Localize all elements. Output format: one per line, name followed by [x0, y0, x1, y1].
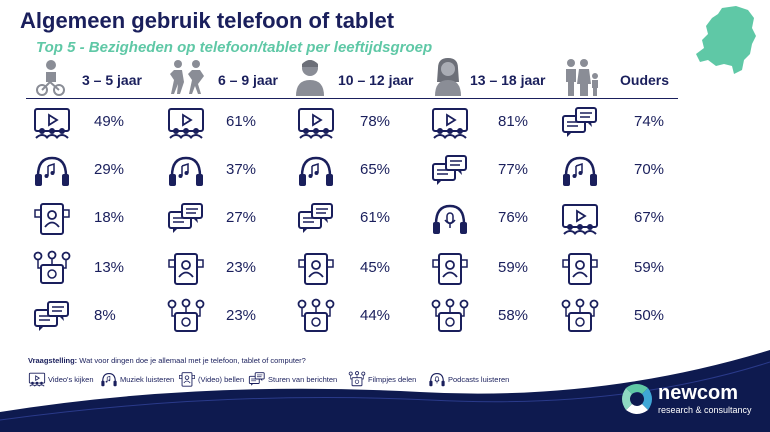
- cell-value: 45%: [360, 259, 391, 276]
- cell-value: 65%: [360, 161, 391, 178]
- headphones-music-icon: [299, 156, 333, 186]
- cell-value: 59%: [634, 259, 665, 276]
- video-call-icon: [432, 253, 468, 285]
- headphones-music-icon: [35, 156, 69, 186]
- video-watching-icon: [168, 108, 204, 139]
- video-watching-icon: [432, 108, 468, 139]
- question-text: Vraagstelling: Wat voor dingen doe je al…: [28, 356, 306, 365]
- children-playing-icon: [170, 60, 204, 94]
- cell-value: 18%: [94, 209, 125, 226]
- chat-messages-icon: [168, 203, 203, 233]
- cell-value: 76%: [498, 209, 529, 226]
- cell-value: 37%: [226, 161, 257, 178]
- share-videos-icon: [167, 298, 205, 332]
- legend-label: Filmpjes delen: [368, 375, 417, 384]
- cell-value: 29%: [94, 161, 125, 178]
- legend-label: Podcasts luisteren: [448, 375, 510, 384]
- share-videos-icon: [561, 298, 599, 332]
- cell-value: 49%: [94, 113, 125, 130]
- cell-value: 13%: [94, 259, 125, 276]
- share-videos-icon: [431, 298, 469, 332]
- cell-value: 27%: [226, 209, 257, 226]
- cell-value: 23%: [226, 259, 257, 276]
- icon-legend: Video's kijken Muziek luisteren (Video) be…: [28, 370, 548, 388]
- video-call-icon: [562, 253, 598, 285]
- chat-messages-icon: [562, 107, 597, 137]
- girl-icon: [435, 58, 461, 96]
- page-title: Algemeen gebruik telefoon of tablet: [20, 8, 395, 33]
- cell-value: 74%: [634, 113, 665, 130]
- newcom-logo-icon: [622, 384, 652, 414]
- column-label-6-9: 6 – 9 jaar: [218, 72, 278, 88]
- video-call-icon: [298, 253, 334, 285]
- cell-value: 58%: [498, 307, 529, 324]
- cell-value: 81%: [498, 113, 529, 130]
- cell-value: 61%: [360, 209, 391, 226]
- share-videos-icon: [348, 371, 366, 387]
- column-label-10-12: 10 – 12 jaar: [338, 72, 414, 88]
- column-label-ouders: Ouders: [620, 72, 670, 88]
- footer-wave: [0, 350, 770, 432]
- cell-value: 61%: [226, 113, 257, 130]
- page-subtitle: Top 5 - Bezigheden op telefoon/tablet pe…: [36, 39, 433, 56]
- chat-messages-icon: [432, 155, 467, 185]
- column-header-row: 3 – 5 jaar 6 – 9 jaar 10 – 12 jaar 13 – …: [26, 58, 678, 98]
- headphones-music-icon: [563, 156, 597, 186]
- cell-value: 44%: [360, 307, 391, 324]
- netherlands-map-icon: [696, 6, 756, 74]
- podcast-icon: [433, 204, 467, 234]
- video-watching-icon: [28, 372, 46, 387]
- cell-value: 67%: [634, 209, 665, 226]
- column-label-3-5: 3 – 5 jaar: [82, 72, 142, 88]
- boy-icon: [296, 60, 324, 96]
- newcom-logo: newcom research & consultancy: [620, 380, 760, 420]
- logo-name: newcom: [658, 382, 739, 404]
- headphones-music-icon: [101, 373, 117, 387]
- video-call-icon: [34, 203, 70, 235]
- cell-value: 78%: [360, 113, 391, 130]
- cell-value: 70%: [634, 161, 665, 178]
- video-call-icon: [179, 372, 195, 387]
- cell-value: 77%: [498, 161, 529, 178]
- share-videos-icon: [33, 250, 71, 284]
- cell-value: 50%: [634, 307, 665, 324]
- chat-messages-icon: [248, 372, 265, 386]
- cell-value: 8%: [94, 307, 116, 324]
- legend-label: (Video) bellen: [198, 375, 245, 384]
- header-divider: [26, 98, 678, 99]
- legend-label: Video's kijken: [48, 375, 94, 384]
- legend-label: Muziek luisteren: [120, 375, 175, 384]
- legend-label: Sturen van berichten: [268, 375, 338, 384]
- video-watching-icon: [562, 204, 598, 235]
- family-icon: [566, 59, 598, 96]
- cell-value: 23%: [226, 307, 257, 324]
- podcast-icon: [429, 373, 445, 387]
- chat-messages-icon: [298, 203, 333, 233]
- video-watching-icon: [34, 108, 70, 139]
- share-videos-icon: [297, 298, 335, 332]
- video-call-icon: [168, 253, 204, 285]
- question-body: Wat voor dingen doe je allemaal met je t…: [79, 356, 306, 365]
- logo-tagline: research & consultancy: [658, 405, 752, 415]
- headphones-music-icon: [169, 156, 203, 186]
- cell-value: 59%: [498, 259, 529, 276]
- chat-messages-icon: [34, 301, 69, 331]
- video-watching-icon: [298, 108, 334, 139]
- question-label: Vraagstelling:: [28, 356, 78, 365]
- column-label-13-18: 13 – 18 jaar: [470, 72, 546, 88]
- toddler-on-bike-icon: [36, 60, 65, 96]
